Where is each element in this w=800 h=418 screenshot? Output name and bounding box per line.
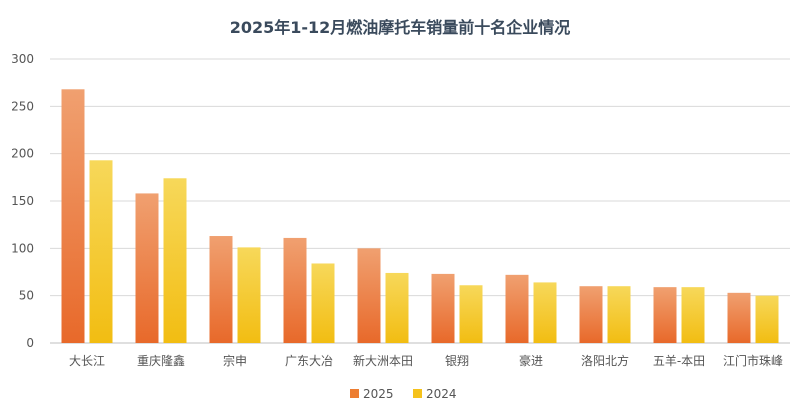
y-tick-label: 200 <box>11 147 34 161</box>
bar-2025-2 <box>209 236 233 343</box>
bar-2025-3 <box>283 237 307 343</box>
x-tick-label: 银翔 <box>445 354 469 368</box>
bar-2024-5 <box>459 285 483 343</box>
x-tick-label: 豪进 <box>519 353 543 368</box>
bar-2024-6 <box>533 282 557 343</box>
bar-2024-4 <box>385 272 409 343</box>
bar-2025-9 <box>727 292 751 343</box>
bar-2025-5 <box>431 273 455 343</box>
bar-2024-9 <box>755 295 779 343</box>
x-tick-label: 宗申 <box>223 353 247 368</box>
bar-2024-7 <box>607 286 631 343</box>
y-tick-label: 250 <box>11 99 34 113</box>
y-tick-label: 300 <box>11 52 34 66</box>
bar-2024-8 <box>681 287 705 343</box>
x-tick-label: 新大洲本田 <box>353 353 413 368</box>
bar-2025-7 <box>579 286 603 343</box>
bar-2025-6 <box>505 274 529 343</box>
y-tick-label: 0 <box>26 336 34 350</box>
legend-swatch-2024 <box>413 389 422 398</box>
bar-2025-0 <box>61 89 85 343</box>
legend-swatch-2025 <box>350 389 359 398</box>
bar-2025-1 <box>135 193 159 343</box>
x-tick-label: 广东大冶 <box>285 354 333 368</box>
y-tick-label: 100 <box>11 241 34 255</box>
bar-2024-2 <box>237 247 261 343</box>
y-tick-label: 50 <box>19 289 34 303</box>
bar-2024-1 <box>163 178 187 343</box>
bar-2024-0 <box>89 160 113 343</box>
bar-2025-4 <box>357 248 381 343</box>
bar-2025-8 <box>653 287 677 343</box>
y-tick-label: 150 <box>11 194 34 208</box>
chart-title: 2025年1-12月燃油摩托车销量前十名企业情况 <box>230 18 571 37</box>
x-tick-label: 江门市珠峰 <box>723 353 783 368</box>
legend-label-2025: 2025 <box>363 387 394 401</box>
x-tick-label: 重庆隆鑫 <box>137 353 185 368</box>
legend-label-2024: 2024 <box>426 387 457 401</box>
x-tick-label: 洛阳北方 <box>581 353 629 368</box>
bar-2024-3 <box>311 263 335 343</box>
x-tick-label: 五羊-本田 <box>653 353 705 368</box>
x-tick-label: 大长江 <box>69 354 105 368</box>
